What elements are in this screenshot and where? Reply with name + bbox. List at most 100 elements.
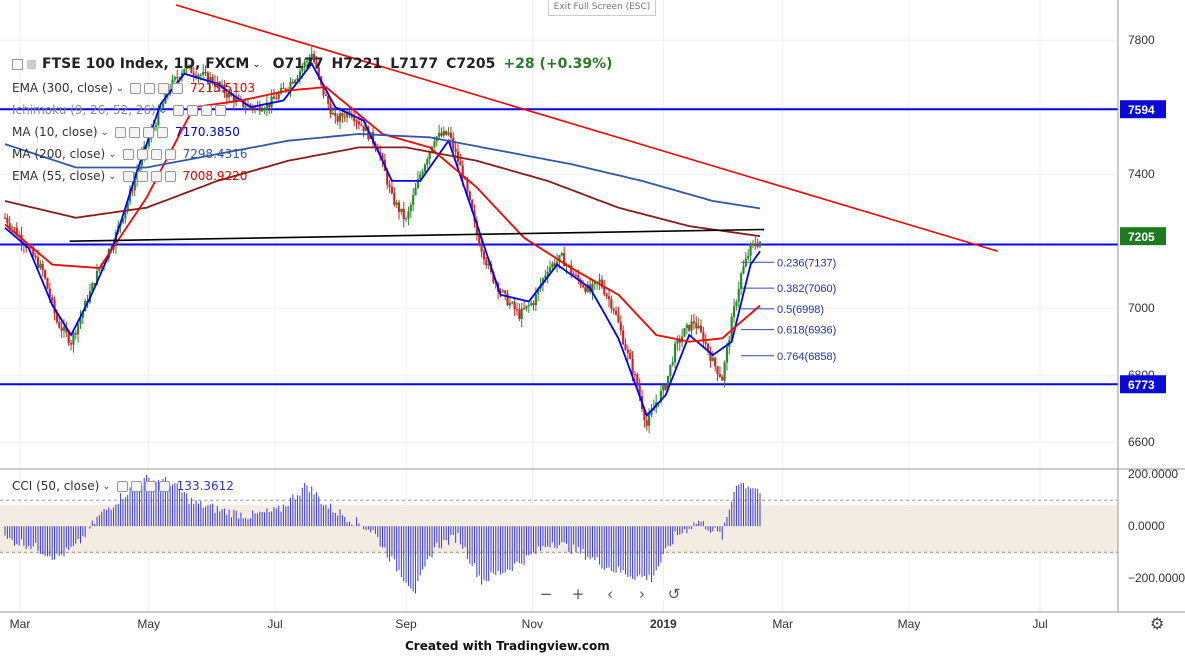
zoom-out-button[interactable]: −	[534, 584, 558, 606]
candle-body	[324, 94, 327, 97]
candle-body	[697, 325, 700, 329]
exit-fullscreen-button[interactable]: Exit Full Screen (ESC)	[548, 0, 656, 16]
chevron-down-icon[interactable]: ⌄	[158, 104, 168, 116]
settings-icon[interactable]	[130, 480, 142, 492]
candle-body	[622, 330, 625, 345]
zoom-in-button[interactable]: +	[566, 584, 590, 606]
candle-body	[504, 290, 507, 294]
candle-body	[357, 121, 361, 125]
settings-icon[interactable]	[187, 104, 199, 116]
candle-body	[55, 313, 59, 323]
candle-body	[298, 71, 302, 78]
settings-icon[interactable]	[136, 170, 148, 182]
legend-ema-55[interactable]: EMA (55, close) ⌄ 7008.9220	[12, 169, 247, 183]
time-tick-label: Mar	[10, 617, 31, 631]
close-icon[interactable]	[164, 170, 176, 182]
eye-icon[interactable]	[173, 104, 185, 116]
indicator-label: EMA (55, close)	[12, 169, 106, 183]
close-icon[interactable]	[158, 480, 170, 492]
candle-body	[438, 132, 441, 137]
candle-body	[614, 310, 618, 315]
candle-body	[338, 113, 342, 122]
candle-body	[60, 327, 63, 331]
chevron-down-icon[interactable]: ⌄	[102, 480, 111, 492]
eye-icon[interactable]	[114, 126, 126, 138]
candle-body	[723, 362, 726, 381]
cci-tick-label: 0.0000	[1128, 519, 1165, 533]
legend-ichimoku[interactable]: Ichimoku (9, 26, 52, 26) ⌄	[12, 103, 229, 117]
collapse-icon[interactable]	[12, 58, 23, 70]
candle-body	[525, 305, 528, 309]
candle-body	[353, 117, 356, 122]
plus-icon[interactable]	[158, 82, 170, 94]
plus-icon[interactable]	[144, 480, 156, 492]
candle-body	[346, 111, 349, 118]
eye-icon[interactable]	[122, 148, 134, 160]
candle-body	[518, 309, 521, 319]
candle-body	[740, 273, 743, 289]
legend-ma-200[interactable]: MA (200, close) ⌄ 7298.4316	[12, 147, 247, 161]
candle-body	[272, 96, 276, 99]
settings-icon[interactable]	[128, 126, 140, 138]
legend-ema-300[interactable]: EMA (300, close) ⌄ 7215.5103	[12, 81, 255, 95]
candle-body	[563, 253, 566, 267]
candle-body	[558, 255, 561, 262]
plus-icon[interactable]	[142, 126, 154, 138]
close-icon[interactable]	[164, 148, 176, 160]
candle-body	[91, 283, 94, 291]
chevron-down-icon[interactable]: ⌄	[108, 148, 117, 160]
chevron-down-icon[interactable]: ⌄	[108, 170, 117, 182]
indicator-value: 7170.3850	[174, 125, 240, 139]
candle-body	[192, 73, 195, 76]
time-tick-label: 2019	[650, 617, 677, 631]
gear-icon[interactable]: ⚙	[1150, 614, 1165, 633]
legend-cci[interactable]: CCI (50, close) ⌄ 133.3612	[12, 479, 234, 493]
indicator-label: MA (10, close)	[12, 125, 98, 139]
candle-body	[636, 374, 639, 386]
candle-body	[190, 65, 193, 74]
candle-body	[725, 346, 729, 363]
plus-icon[interactable]	[201, 104, 213, 116]
eye-icon[interactable]	[122, 170, 134, 182]
close-icon[interactable]	[215, 104, 227, 116]
candle-body	[13, 227, 16, 229]
reset-chart-button[interactable]: ↺	[662, 584, 686, 606]
candle-body	[388, 184, 391, 187]
candle-body	[124, 209, 127, 219]
symbol-title[interactable]: FTSE 100 Index, 1D, FXCM	[42, 56, 250, 72]
scroll-right-button[interactable]: ›	[630, 584, 654, 606]
eye-icon[interactable]	[130, 82, 142, 94]
candle-body	[421, 171, 424, 175]
candle-body	[95, 270, 99, 285]
scroll-left-button[interactable]: ‹	[598, 584, 622, 606]
eye-icon[interactable]	[116, 480, 128, 492]
candle-body	[758, 241, 762, 247]
low-value: L7177	[390, 56, 439, 72]
candle-body	[364, 126, 368, 131]
candle-body	[744, 258, 747, 267]
close-icon[interactable]	[156, 126, 168, 138]
candle-body	[258, 105, 261, 112]
candle-body	[659, 390, 663, 403]
chevron-down-icon[interactable]: ⌄	[252, 58, 261, 70]
chevron-down-icon[interactable]: ⌄	[100, 126, 109, 138]
candle-body	[62, 326, 66, 331]
close-icon[interactable]	[172, 82, 184, 94]
time-tick-label: May	[898, 617, 921, 631]
candle-body	[419, 174, 422, 180]
candle-body	[671, 362, 674, 365]
candle-body	[390, 186, 394, 193]
plus-icon[interactable]	[150, 170, 162, 182]
plus-icon[interactable]	[150, 148, 162, 160]
price-badge	[1120, 375, 1166, 394]
candle-body	[327, 96, 330, 104]
candle-body	[157, 110, 160, 126]
candle-body	[678, 340, 681, 343]
legend-ma-10[interactable]: MA (10, close) ⌄ 7170.3850	[12, 125, 240, 139]
settings-icon[interactable]	[136, 148, 148, 160]
chevron-down-icon[interactable]: ⌄	[115, 82, 125, 94]
settings-icon[interactable]	[144, 82, 156, 94]
candle-body	[480, 245, 483, 252]
price-tick-label: 6600	[1128, 435, 1155, 449]
